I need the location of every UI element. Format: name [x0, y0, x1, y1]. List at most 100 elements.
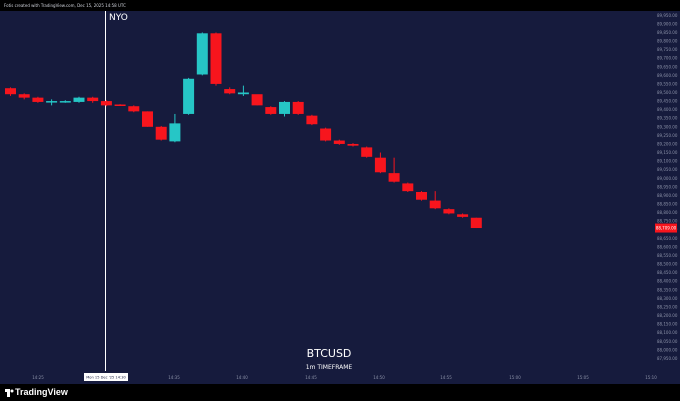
marker-time-box	[84, 373, 128, 381]
chart-panel[interactable]: 89,950.00 89,900.00 89,850.00 89,800.00 89,7…	[0, 11, 680, 384]
candlestick-chart[interactable]: 89,950.00 89,900.00 89,850.00 89,800.00 89,7…	[0, 11, 680, 384]
y-tick-label: 88,200.00	[657, 313, 678, 318]
y-tick-label: 88,900.00	[657, 193, 678, 198]
y-tick-label: 88,350.00	[657, 287, 678, 292]
y-tick-label: 89,200.00	[657, 141, 678, 146]
chart-caption: Fotis created with TradingView.com, Dec …	[4, 3, 126, 8]
candle-body	[155, 126, 167, 140]
candle-body	[347, 143, 359, 146]
candle-body	[59, 101, 71, 103]
y-tick-label: 89,300.00	[657, 124, 678, 129]
x-tick-label: 14:40	[236, 375, 248, 380]
y-tick-label: 89,850.00	[657, 30, 678, 35]
candle-body	[333, 140, 345, 144]
candle-body	[374, 157, 386, 173]
candle-body	[279, 101, 290, 114]
candle-body	[100, 101, 112, 106]
candle-body	[470, 217, 482, 229]
x-tick-label: 15:10	[645, 375, 657, 380]
y-tick-label: 88,650.00	[657, 236, 678, 241]
y-tick-label: 89,450.00	[657, 99, 678, 104]
y-tick-label: 89,950.00	[657, 13, 678, 18]
x-tick-label: 14:50	[373, 375, 385, 380]
candle-body	[402, 183, 414, 192]
symbol-label: BTCUSD	[307, 347, 352, 360]
marker-time-label: Mon 15 Dec '25 14:30	[86, 376, 126, 380]
candle-body	[443, 209, 455, 214]
y-tick-label: 89,800.00	[657, 39, 678, 44]
candle-body	[416, 192, 427, 200]
candle-body	[265, 107, 277, 114]
candle-body	[18, 94, 30, 98]
y-tick-label: 89,400.00	[657, 107, 678, 112]
candle-body	[32, 97, 44, 102]
x-tick-label: 14:45	[305, 375, 317, 380]
y-tick-label: 89,650.00	[657, 64, 678, 69]
y-tick-label: 89,900.00	[657, 21, 678, 26]
y-tick-label: 88,050.00	[657, 339, 678, 344]
y-tick-label: 88,950.00	[657, 184, 678, 189]
candles	[5, 32, 482, 229]
y-tick-label: 89,250.00	[657, 133, 678, 138]
candle-body	[306, 115, 318, 125]
x-tick-label: 14:35	[168, 375, 180, 380]
y-tick-label: 88,300.00	[657, 296, 678, 301]
x-tick-label: 14:25	[32, 375, 44, 380]
price-axis: 89,950.00 89,900.00 89,850.00 89,800.00 89,7…	[657, 13, 678, 361]
brand-name: TradingView	[15, 387, 68, 397]
y-tick-label: 89,000.00	[657, 176, 678, 181]
y-tick-label: 89,100.00	[657, 159, 678, 164]
candle-body	[142, 111, 153, 127]
candle-body	[237, 92, 249, 95]
x-tick-label: 14:55	[440, 375, 452, 380]
current-price-label: 88,709.00	[656, 226, 677, 231]
footer-bar: TradingView	[0, 384, 680, 401]
candle-body	[114, 104, 126, 107]
y-tick-label: 89,750.00	[657, 47, 678, 52]
candle-body	[457, 214, 469, 217]
candle-body	[320, 128, 332, 141]
candle-body	[128, 106, 140, 112]
y-tick-label: 88,850.00	[657, 202, 678, 207]
candle-body	[292, 101, 304, 114]
y-tick-label: 88,550.00	[657, 253, 678, 258]
tradingview-logo-icon	[5, 389, 14, 397]
y-tick-label: 88,000.00	[657, 347, 678, 352]
y-tick-label: 87,950.00	[657, 356, 678, 361]
time-axis: 14:25 14:35 14:40 14:45 14:50 14:55 15:00 15:05…	[32, 375, 657, 380]
y-tick-label: 89,050.00	[657, 167, 678, 172]
y-tick-label: 89,350.00	[657, 116, 678, 121]
candle-body	[224, 89, 236, 94]
candle-body	[196, 33, 208, 75]
x-tick-label: 15:00	[509, 375, 521, 380]
y-tick-label: 88,800.00	[657, 210, 678, 215]
candle-body	[73, 97, 85, 102]
y-tick-label: 88,400.00	[657, 279, 678, 284]
price-label-box	[655, 223, 677, 233]
nyo-marker-label: NYO	[109, 13, 128, 23]
y-tick-label: 88,150.00	[657, 322, 678, 327]
y-tick-label: 88,750.00	[657, 219, 678, 224]
candle-body	[429, 200, 441, 209]
x-tick-label: 15:05	[577, 375, 589, 380]
y-tick-label: 88,100.00	[657, 330, 678, 335]
y-tick-label: 88,500.00	[657, 262, 678, 267]
y-tick-label: 89,550.00	[657, 81, 678, 86]
candle-body	[210, 33, 222, 84]
candle-body	[5, 88, 16, 95]
candle-body	[388, 173, 400, 182]
y-tick-label: 89,700.00	[657, 56, 678, 61]
y-tick-label: 88,600.00	[657, 244, 678, 249]
candle-body	[169, 123, 181, 142]
y-tick-label: 89,500.00	[657, 90, 678, 95]
candle-body	[46, 101, 58, 103]
timeframe-label: 1m TIMEFRAME	[306, 364, 353, 371]
candle-body	[251, 94, 263, 106]
y-tick-label: 89,150.00	[657, 150, 678, 155]
y-tick-label: 89,600.00	[657, 73, 678, 78]
candle-body	[87, 97, 99, 102]
candle-body	[361, 147, 373, 157]
y-tick-label: 88,250.00	[657, 304, 678, 309]
candle-body	[183, 78, 195, 114]
y-tick-label: 88,450.00	[657, 270, 678, 275]
